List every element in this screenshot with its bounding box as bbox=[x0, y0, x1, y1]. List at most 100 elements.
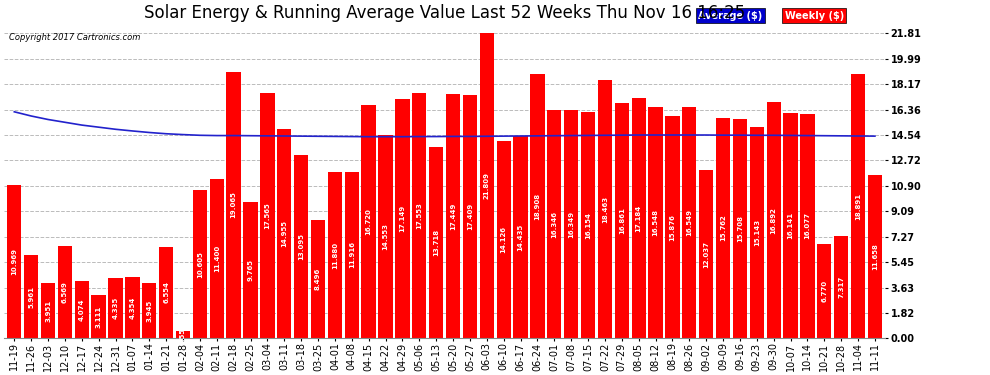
Bar bbox=[244, 202, 257, 338]
Text: 11.916: 11.916 bbox=[348, 242, 354, 268]
Text: 7.317: 7.317 bbox=[839, 276, 844, 298]
Text: 11.400: 11.400 bbox=[214, 245, 220, 272]
Bar bbox=[277, 129, 291, 338]
Bar bbox=[429, 147, 444, 338]
Text: 16.892: 16.892 bbox=[770, 207, 777, 234]
Text: 14.955: 14.955 bbox=[281, 220, 287, 247]
Bar bbox=[682, 107, 697, 338]
Bar bbox=[868, 175, 882, 338]
Bar bbox=[850, 74, 865, 338]
Bar bbox=[24, 255, 39, 338]
Bar bbox=[699, 170, 714, 338]
Bar bbox=[395, 99, 410, 338]
Bar bbox=[446, 94, 460, 338]
Text: 17.409: 17.409 bbox=[467, 203, 473, 230]
Text: 3.111: 3.111 bbox=[96, 305, 102, 328]
Bar bbox=[345, 172, 359, 338]
Text: 6.554: 6.554 bbox=[163, 282, 169, 303]
Bar bbox=[260, 93, 274, 338]
Text: 15.876: 15.876 bbox=[669, 214, 675, 241]
Text: 13.718: 13.718 bbox=[434, 229, 440, 256]
Text: 12.037: 12.037 bbox=[703, 241, 709, 268]
Text: Weekly ($): Weekly ($) bbox=[785, 10, 843, 21]
Bar bbox=[547, 110, 561, 338]
Text: 14.553: 14.553 bbox=[382, 223, 388, 250]
Text: 16.861: 16.861 bbox=[619, 207, 625, 234]
Bar bbox=[57, 246, 72, 338]
Bar bbox=[615, 102, 629, 338]
Text: 13.095: 13.095 bbox=[298, 233, 304, 260]
Bar bbox=[497, 141, 511, 338]
Bar bbox=[749, 127, 764, 338]
Bar bbox=[581, 112, 595, 338]
Text: 10.605: 10.605 bbox=[197, 251, 203, 278]
Text: 5.961: 5.961 bbox=[28, 286, 35, 308]
Text: 16.549: 16.549 bbox=[686, 209, 692, 236]
Text: 6.569: 6.569 bbox=[62, 281, 68, 303]
Bar bbox=[361, 105, 376, 338]
Text: 21.809: 21.809 bbox=[484, 172, 490, 200]
Bar bbox=[598, 80, 612, 338]
Text: 19.065: 19.065 bbox=[231, 192, 237, 219]
Text: 16.141: 16.141 bbox=[788, 212, 794, 239]
Text: 14.435: 14.435 bbox=[518, 224, 524, 251]
Bar bbox=[733, 118, 747, 338]
Bar bbox=[632, 98, 645, 338]
Text: 4.354: 4.354 bbox=[130, 297, 136, 319]
Bar bbox=[766, 102, 781, 338]
Text: 17.149: 17.149 bbox=[399, 205, 406, 232]
Text: 4.335: 4.335 bbox=[113, 297, 119, 319]
Text: 15.762: 15.762 bbox=[720, 215, 726, 242]
Bar bbox=[41, 283, 55, 338]
Bar bbox=[665, 116, 679, 338]
Text: 9.765: 9.765 bbox=[248, 259, 253, 281]
Bar bbox=[227, 72, 241, 338]
Text: Copyright 2017 Cartronics.com: Copyright 2017 Cartronics.com bbox=[9, 33, 140, 42]
Bar bbox=[126, 278, 140, 338]
Bar bbox=[564, 110, 578, 338]
Bar bbox=[328, 172, 343, 338]
Text: 18.908: 18.908 bbox=[535, 192, 541, 220]
Text: 17.565: 17.565 bbox=[264, 202, 270, 229]
Bar bbox=[311, 219, 326, 338]
Bar bbox=[176, 330, 190, 338]
Text: 4.074: 4.074 bbox=[79, 298, 85, 321]
Text: 16.346: 16.346 bbox=[551, 210, 557, 237]
Bar bbox=[412, 93, 427, 338]
Text: 10.969: 10.969 bbox=[11, 248, 17, 275]
Text: 15.143: 15.143 bbox=[753, 219, 759, 246]
Bar bbox=[294, 155, 308, 338]
Bar bbox=[800, 114, 815, 338]
Bar bbox=[159, 247, 173, 338]
Bar bbox=[514, 136, 528, 338]
Bar bbox=[479, 33, 494, 338]
Text: 16.349: 16.349 bbox=[568, 210, 574, 238]
Text: 17.553: 17.553 bbox=[417, 202, 423, 229]
Bar bbox=[834, 236, 848, 338]
Text: 18.891: 18.891 bbox=[855, 193, 861, 220]
Title: Solar Energy & Running Average Value Last 52 Weeks Thu Nov 16 16:25: Solar Energy & Running Average Value Las… bbox=[144, 4, 745, 22]
Text: 16.548: 16.548 bbox=[652, 209, 658, 236]
Text: 17.184: 17.184 bbox=[636, 204, 642, 232]
Bar bbox=[193, 190, 207, 338]
Text: 3.951: 3.951 bbox=[45, 300, 51, 322]
Text: 11.658: 11.658 bbox=[872, 243, 878, 270]
Text: 17.449: 17.449 bbox=[450, 202, 456, 230]
Text: 6.770: 6.770 bbox=[822, 280, 828, 302]
Text: 18.463: 18.463 bbox=[602, 196, 608, 223]
Text: 3.945: 3.945 bbox=[147, 300, 152, 322]
Text: 15.708: 15.708 bbox=[737, 215, 742, 242]
Text: 16.720: 16.720 bbox=[365, 208, 371, 235]
Bar bbox=[143, 283, 156, 338]
Text: 11.880: 11.880 bbox=[332, 242, 338, 269]
Bar bbox=[817, 244, 832, 338]
Bar bbox=[378, 135, 393, 338]
Text: 16.154: 16.154 bbox=[585, 212, 591, 239]
Bar bbox=[648, 107, 662, 338]
Text: 16.077: 16.077 bbox=[805, 212, 811, 239]
Bar bbox=[210, 179, 224, 338]
Text: 8.496: 8.496 bbox=[315, 268, 321, 290]
Bar bbox=[716, 118, 731, 338]
Bar bbox=[783, 112, 798, 338]
Text: Average ($): Average ($) bbox=[698, 10, 762, 21]
